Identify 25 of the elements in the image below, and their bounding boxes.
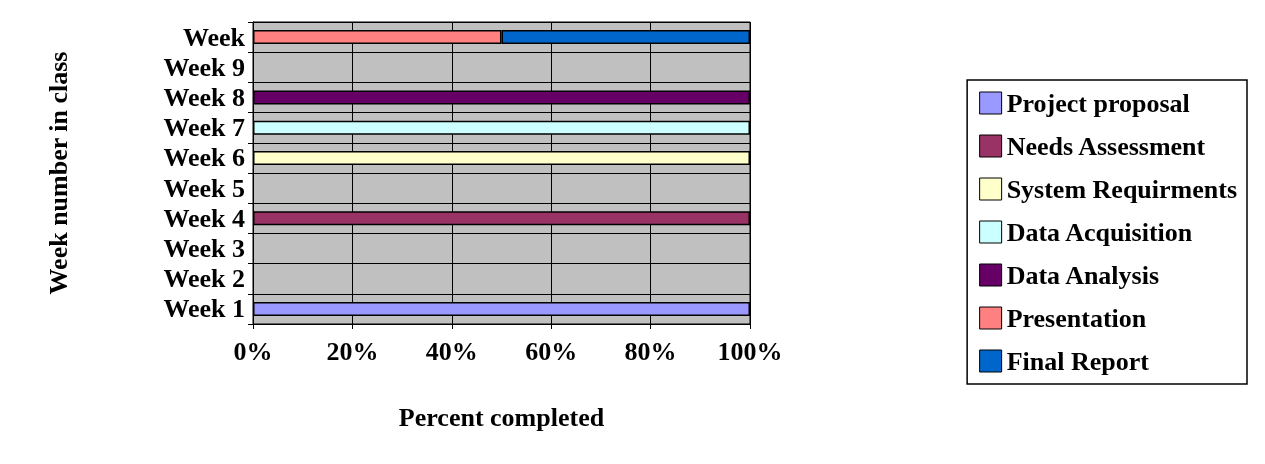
- x-tick-label: 20%: [326, 336, 379, 366]
- legend-label: Data Acquisition: [1006, 217, 1193, 247]
- y-tick-label: Week 4: [163, 203, 245, 233]
- legend-label: Project proposal: [1006, 88, 1190, 118]
- legend-label: Presentation: [1006, 303, 1147, 333]
- y-tick-label: Week 6: [163, 143, 245, 173]
- x-tick-label: 60%: [525, 336, 578, 366]
- y-tick-label: Week 8: [163, 83, 245, 112]
- x-tick-label: 0%: [233, 336, 273, 366]
- legend-label: Final Report: [1006, 346, 1150, 376]
- x-tick-label: 40%: [425, 336, 478, 366]
- legend-label: System Requirments: [1006, 174, 1238, 204]
- y-tick-label: Week 5: [163, 173, 245, 203]
- y-tick-label: Week 2: [163, 264, 245, 294]
- y-tick-label: Week 7: [163, 113, 245, 143]
- y-tick-label: Week 9: [163, 52, 245, 82]
- y-tick-label: Week 1: [163, 294, 245, 324]
- x-axis-title: Percent completed: [398, 402, 605, 432]
- y-tick-label: Week: [182, 22, 246, 52]
- legend-label: Needs Assessment: [1006, 131, 1206, 161]
- x-tick-label: 100%: [717, 336, 783, 366]
- x-tick-label: 80%: [624, 336, 677, 366]
- y-tick-label: Week 3: [163, 234, 245, 263]
- legend-label: Data Analysis: [1006, 260, 1160, 290]
- y-axis-title: Week number in class: [43, 51, 73, 295]
